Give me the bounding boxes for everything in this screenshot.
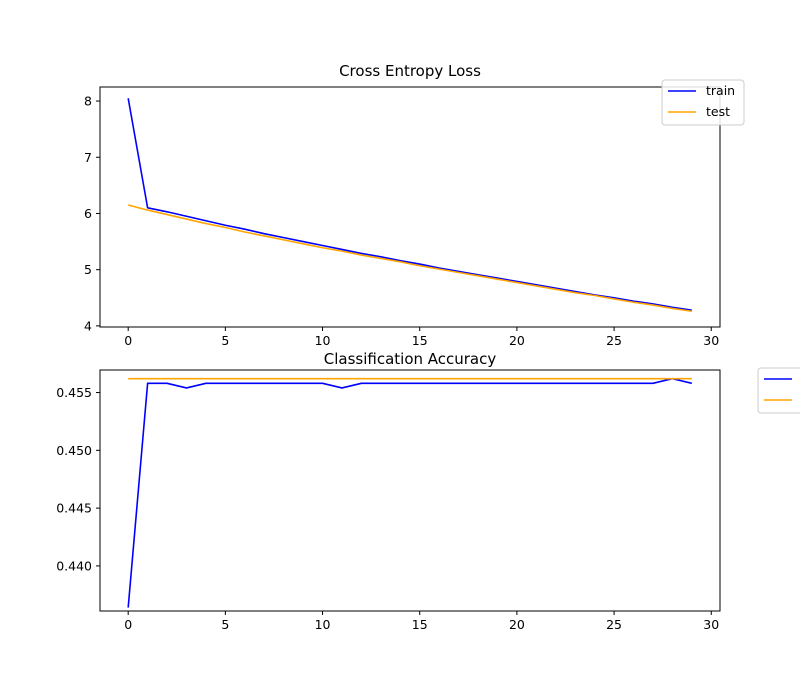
loss-plot-frame [99,86,721,328]
accuracy-tick-layer: 0 5 10 15 20 25 30 0.440 0.445 0.450 0.455 [56,385,719,632]
loss-series-test-line [127,204,692,313]
accuracy-y-tick-label: 0.450 [56,443,92,458]
loss-series-train-line [127,98,692,311]
accuracy-y-tick-label: 0.455 [56,385,92,400]
accuracy-series-series1-line [127,377,693,608]
loss-chart: Cross Entropy Loss 0 5 10 15 20 25 30 4 5 6 7 8 tra… [84,62,745,348]
loss-x-tick-label: 15 [412,333,428,348]
loss-legend-test-label: test [706,104,730,119]
accuracy-x-tick-label: 0 [124,617,132,632]
loss-legend: train test [661,79,745,126]
loss-legend-train-label: train [706,83,735,98]
loss-y-tick-label: 6 [84,206,92,221]
accuracy-chart-title: Classification Accuracy [324,350,497,368]
loss-x-tick-label: 25 [606,333,622,348]
accuracy-legend [757,367,800,414]
accuracy-plot-frame [99,369,721,612]
accuracy-series-layer [127,377,693,608]
loss-x-tick-label: 5 [221,333,229,348]
accuracy-x-tick-label: 10 [315,617,331,632]
loss-series-layer [127,98,692,313]
loss-x-tick-label: 0 [124,333,132,348]
accuracy-chart: Classification Accuracy 0 5 10 15 20 25 30 0.44… [56,350,800,632]
accuracy-x-tick-label: 15 [412,617,428,632]
loss-y-tick-label: 8 [84,94,92,109]
accuracy-x-tick-label: 25 [606,617,622,632]
loss-chart-title: Cross Entropy Loss [339,62,481,80]
loss-x-tick-label: 30 [703,333,719,348]
loss-y-tick-label: 4 [84,318,92,333]
loss-y-tick-label: 7 [84,150,92,165]
accuracy-legend-box [757,367,800,414]
accuracy-x-tick-label: 20 [509,617,525,632]
accuracy-y-tick-label: 0.440 [56,558,92,573]
accuracy-x-tick-label: 5 [221,617,229,632]
loss-x-tick-label: 20 [509,333,525,348]
loss-y-tick-label: 5 [84,262,92,277]
loss-x-tick-label: 10 [315,333,331,348]
loss-tick-layer: 0 5 10 15 20 25 30 4 5 6 7 8 [84,94,719,348]
accuracy-x-tick-label: 30 [703,617,719,632]
accuracy-y-tick-label: 0.445 [56,501,92,516]
